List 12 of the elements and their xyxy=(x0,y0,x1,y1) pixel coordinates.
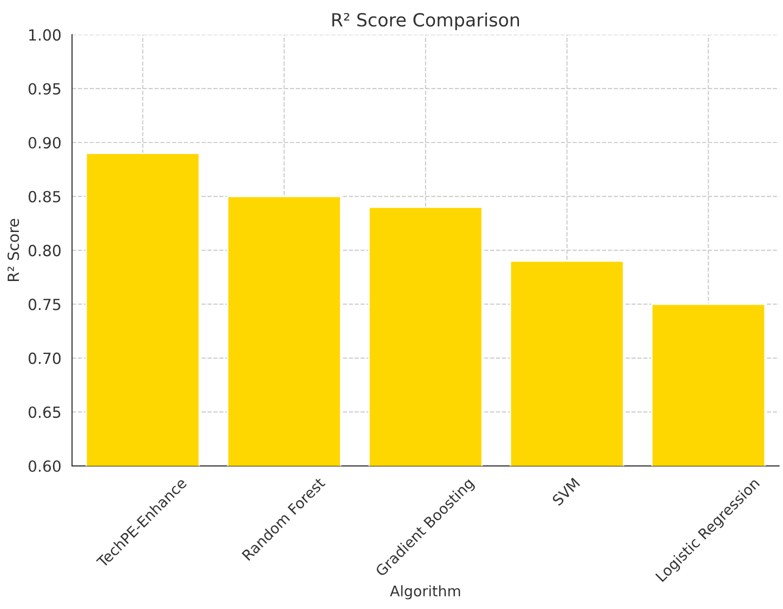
y-tick-label: 0.95 xyxy=(28,83,60,95)
y-tick-label: 0.60 xyxy=(28,460,61,472)
y-tick-label: 1.00 xyxy=(29,29,61,41)
y-tick-label: 0.90 xyxy=(28,136,61,149)
y-tick-label: 0.70 xyxy=(28,352,61,364)
y-tick-label: 0.75 xyxy=(28,298,60,310)
chart-title: R² Score Comparison xyxy=(332,12,519,30)
x-axis-title: Algorithm xyxy=(390,585,460,600)
y-tick-label: 0.85 xyxy=(28,190,60,202)
y-tick-label: 0.65 xyxy=(28,406,60,418)
y-axis-title: R² Score xyxy=(8,218,20,281)
y-tick-label: 0.80 xyxy=(28,244,61,256)
